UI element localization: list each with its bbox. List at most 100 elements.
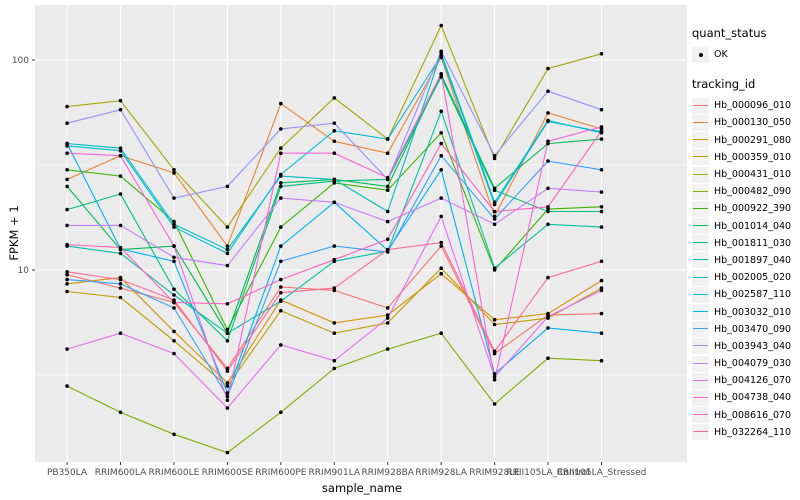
data-point: [492, 372, 497, 376]
data-point: [225, 302, 230, 306]
data-point: [279, 343, 283, 347]
data-point: [599, 259, 604, 264]
legend-key-swatch: [692, 321, 709, 338]
data-point: [118, 286, 123, 290]
data-point: [492, 375, 497, 379]
data-point: [332, 151, 337, 155]
line-swatch-icon: [693, 276, 708, 278]
legend-key-swatch: [692, 407, 709, 424]
line-swatch-icon: [693, 104, 708, 106]
legend-entry-label: Hb_000359_010: [714, 151, 792, 163]
data-point: [225, 406, 230, 410]
legend-entry-label: Hb_004126_070: [714, 375, 792, 387]
data-point: [279, 146, 283, 150]
data-point: [492, 222, 497, 227]
quant-status-label: OK: [714, 49, 728, 61]
data-point: [599, 311, 604, 316]
legend-entry-Hb_004126_070: Hb_004126_070: [692, 372, 800, 389]
y-axis-title: FPKM + 1: [7, 205, 21, 261]
legend-entry-Hb_001014_040: Hb_001014_040: [692, 218, 800, 235]
legend-entry-Hb_000922_390: Hb_000922_390: [692, 200, 800, 217]
data-point: [172, 300, 176, 305]
legend-entry-label: Hb_001811_030: [714, 237, 792, 249]
legend-entry-label: Hb_000431_010: [714, 169, 792, 181]
data-point: [385, 237, 390, 242]
data-point: [385, 151, 390, 155]
data-point: [65, 347, 69, 351]
data-point: [439, 271, 444, 276]
line-swatch-icon: [693, 328, 708, 330]
data-point: [172, 222, 176, 227]
legend-entry-label: Hb_008616_070: [714, 409, 792, 421]
legend-entry-Hb_004079_030: Hb_004079_030: [692, 355, 800, 372]
line-swatch-icon: [693, 362, 708, 364]
data-point: [332, 200, 337, 205]
data-point: [332, 139, 337, 144]
data-point: [385, 321, 390, 325]
data-point: [279, 172, 283, 177]
line-swatch-icon: [693, 190, 708, 192]
line-swatch-icon: [693, 121, 708, 123]
legend-key-swatch: [692, 304, 709, 321]
data-point: [65, 223, 69, 228]
data-point: [225, 339, 230, 343]
data-point: [439, 153, 444, 158]
legend-entry-Hb_003943_040: Hb_003943_040: [692, 338, 800, 355]
data-point: [65, 384, 69, 388]
legend-key-swatch: [692, 114, 709, 131]
data-point: [546, 222, 550, 227]
data-point: [225, 369, 230, 373]
line-swatch-icon: [693, 225, 708, 227]
data-point: [546, 275, 550, 280]
line-swatch-icon: [693, 293, 708, 295]
line-swatch-icon: [693, 396, 708, 398]
data-point: [225, 394, 230, 399]
data-point: [385, 247, 390, 252]
legend-key-swatch: [692, 355, 709, 372]
line-swatch-icon: [693, 345, 708, 347]
y-tick-label: 100: [12, 56, 29, 66]
legend-key-swatch: [692, 166, 709, 183]
data-point: [225, 244, 230, 248]
data-point: [118, 277, 123, 282]
data-point: [118, 282, 123, 286]
legend-entry-Hb_000359_010: Hb_000359_010: [692, 149, 800, 166]
line-swatch-icon: [693, 139, 708, 141]
data-point: [439, 214, 444, 219]
legend-key-swatch: [692, 200, 709, 217]
data-point: [599, 288, 604, 293]
data-point: [332, 257, 337, 262]
data-point: [118, 295, 123, 300]
legend-key-swatch: [692, 132, 709, 149]
data-point: [225, 331, 230, 336]
data-point: [385, 306, 390, 310]
data-point: [439, 244, 444, 248]
data-point: [439, 49, 444, 54]
legend-key-swatch: [692, 269, 709, 286]
data-point: [492, 209, 497, 214]
data-point: [492, 266, 497, 271]
data-point: [65, 184, 69, 189]
data-point: [118, 146, 123, 150]
data-point: [279, 196, 283, 200]
data-point: [492, 202, 497, 207]
data-point: [172, 298, 176, 302]
data-point: [118, 331, 123, 336]
legend-entry-label: Hb_001897_040: [714, 254, 792, 266]
data-point: [172, 168, 176, 172]
data-point: [279, 101, 283, 106]
data-point: [385, 175, 390, 180]
data-point: [599, 129, 604, 133]
data-point: [279, 299, 283, 304]
legend-entry-Hb_004738_040: Hb_004738_040: [692, 389, 800, 406]
data-point: [599, 168, 604, 172]
data-point: [599, 331, 604, 336]
data-point: [172, 255, 176, 260]
data-point: [546, 119, 550, 124]
data-point: [65, 272, 69, 277]
legend-entry-Hb_000096_010: Hb_000096_010: [692, 97, 800, 114]
data-point: [279, 181, 283, 185]
data-point: [172, 339, 176, 343]
data-point: [332, 366, 337, 371]
legend-entry-Hb_001811_030: Hb_001811_030: [692, 235, 800, 252]
